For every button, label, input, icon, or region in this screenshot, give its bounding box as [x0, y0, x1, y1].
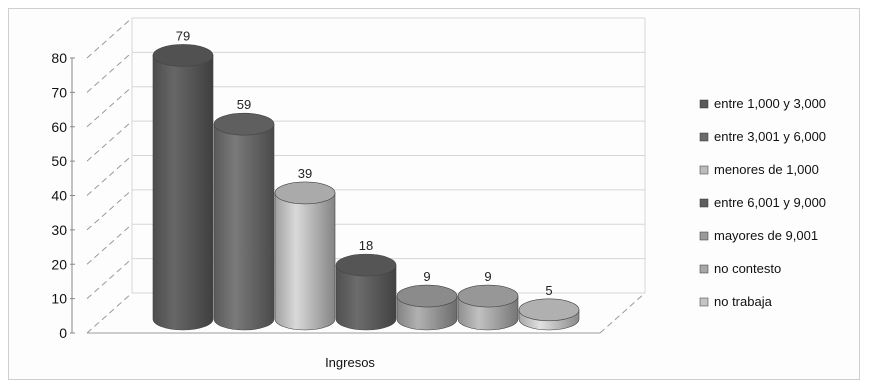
y-tick-label: 80: [51, 50, 67, 66]
legend-swatch: [699, 231, 709, 241]
legend-label: mayores de 9,001: [714, 228, 818, 243]
perspective-line: [86, 120, 133, 162]
bar-body: [152, 55, 214, 331]
bar: [213, 112, 275, 331]
legend-label: no contesto: [714, 261, 781, 276]
bar-top: [518, 298, 580, 322]
y-tick-label: 10: [51, 291, 67, 307]
perspective-line: [86, 292, 133, 334]
y-tick-label: 30: [51, 222, 67, 238]
data-label: 5: [545, 283, 552, 298]
legend-label: entre 6,001 y 9,000: [714, 195, 826, 210]
perspective-line: [86, 17, 133, 59]
data-labels: 79 59 39 18 9 9 5: [176, 28, 553, 297]
y-tick-label: 20: [51, 256, 67, 272]
perspective-line: [86, 189, 133, 231]
legend-swatch: [699, 99, 709, 109]
perspective-line: [86, 155, 133, 196]
bar-top: [213, 112, 275, 136]
legend-label: entre 3,001 y 6,000: [714, 129, 826, 144]
bar-top: [335, 253, 397, 277]
legend-swatch: [699, 297, 709, 307]
legend-item: no contesto: [699, 261, 781, 276]
bar-top: [152, 44, 214, 67]
y-tick-label: 60: [51, 119, 67, 135]
y-tick-label: 70: [51, 84, 67, 100]
perspective-line: [86, 223, 133, 265]
legend-item: entre 1,000 y 3,000: [699, 96, 826, 111]
legend-label: menores de 1,000: [714, 162, 819, 177]
legend-item: entre 3,001 y 6,000: [699, 129, 826, 144]
y-tick-label: 50: [51, 153, 67, 169]
bar-body: [335, 264, 397, 331]
data-label: 59: [237, 97, 251, 112]
bar-body: [213, 123, 275, 331]
legend-item: no trabaja: [699, 294, 773, 309]
perspective-line: [86, 86, 133, 128]
x-axis-label: Ingresos: [325, 355, 375, 370]
floor-right-edge: [599, 292, 646, 334]
legend: entre 1,000 y 3,000 entre 3,001 y 6,000 me…: [699, 96, 826, 309]
y-axis: 0 10 20 30 40 50 60 70 80: [51, 50, 75, 341]
legend-swatch: [699, 165, 709, 175]
bar: [396, 284, 458, 331]
bar-top: [396, 284, 458, 308]
bar-body: [274, 192, 336, 331]
legend-item: menores de 1,000: [699, 162, 819, 177]
perspective-line: [86, 258, 133, 299]
data-label: 18: [359, 238, 373, 253]
bar-top: [457, 284, 519, 308]
data-label: 79: [176, 28, 190, 43]
y-tick-label: 40: [51, 188, 67, 204]
legend-swatch: [699, 198, 709, 208]
legend-swatch: [699, 132, 709, 142]
legend-label: no trabaja: [714, 294, 773, 309]
legend-label: entre 1,000 y 3,000: [714, 96, 826, 111]
bar: [274, 181, 336, 331]
data-label: 9: [423, 269, 430, 284]
bar-top: [274, 181, 336, 205]
data-label: 39: [298, 166, 312, 181]
data-label: 9: [484, 269, 491, 284]
legend-swatch: [699, 264, 709, 274]
legend-item: entre 6,001 y 9,000: [699, 195, 826, 210]
bar: [457, 284, 519, 331]
legend-item: mayores de 9,001: [699, 228, 818, 243]
bar: [518, 298, 580, 331]
y-tick-label: 0: [59, 325, 67, 341]
bar: [335, 253, 397, 331]
bar: [152, 44, 214, 331]
perspective-line: [86, 52, 133, 93]
bars: [152, 44, 580, 331]
